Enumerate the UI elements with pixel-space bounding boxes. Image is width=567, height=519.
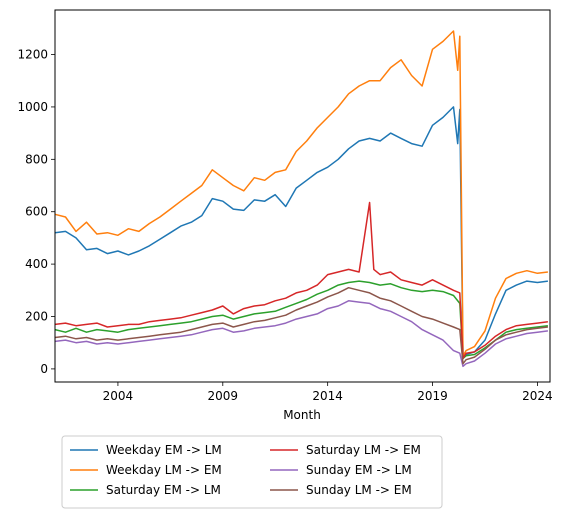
legend-item: Sunday EM -> LM (270, 463, 412, 477)
x-tick-label: 2019 (417, 389, 448, 403)
series-line-3 (54, 280, 548, 360)
legend-item: Sunday LM -> EM (270, 483, 412, 497)
legend-label: Saturday EM -> LM (106, 483, 221, 497)
series-layer (54, 30, 548, 368)
series-line-1 (54, 106, 548, 360)
legend-item: Saturday LM -> EM (270, 443, 421, 457)
y-tick-label: 0 (40, 362, 48, 376)
series-line-4 (54, 201, 548, 360)
plot-frame (54, 9, 551, 383)
x-tick-label: 2004 (103, 389, 134, 403)
series-line-6 (54, 286, 548, 365)
y-tick-label: 600 (25, 205, 48, 219)
legend-label: Saturday LM -> EM (306, 443, 421, 457)
y-axis: 0 200 400 600 800 1000 1200 (17, 48, 55, 376)
x-axis: 2004 2009 2014 2019 2024 (103, 382, 553, 403)
series-line-2 (54, 30, 548, 357)
legend-item: Weekday EM -> LM (70, 443, 222, 457)
legend-label: Sunday EM -> LM (306, 463, 412, 477)
series-line-5 (54, 300, 548, 368)
legend-frame (61, 435, 443, 509)
y-tick-label: 200 (25, 310, 48, 324)
x-tick-label: 2009 (208, 389, 239, 403)
y-tick-label: 1200 (17, 48, 48, 62)
legend-item: Saturday EM -> LM (70, 483, 221, 497)
legend-label: Sunday LM -> EM (306, 483, 412, 497)
x-tick-label: 2014 (312, 389, 343, 403)
x-axis-label: Month (283, 408, 321, 422)
y-tick-label: 1000 (17, 100, 48, 114)
legend-item: Weekday LM -> EM (70, 463, 222, 477)
legend: Weekday EM -> LM Weekday LM -> EM Saturday… (61, 435, 443, 509)
legend-label: Weekday EM -> LM (106, 443, 222, 457)
y-tick-label: 800 (25, 152, 48, 166)
legend-label: Weekday LM -> EM (106, 463, 222, 477)
x-tick-label: 2024 (522, 389, 553, 403)
y-tick-label: 400 (25, 257, 48, 271)
